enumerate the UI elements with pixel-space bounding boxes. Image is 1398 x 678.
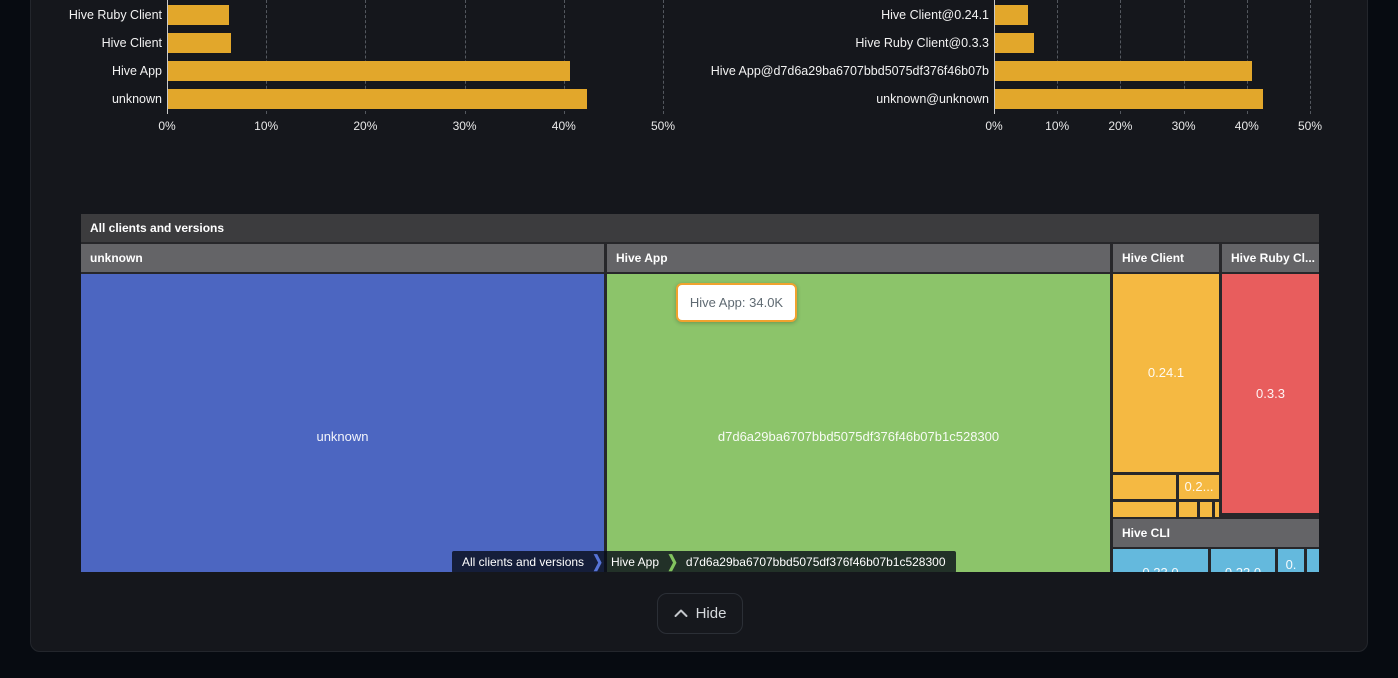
- treemap-block-label: unknown: [316, 430, 369, 443]
- treemap-block[interactable]: [1179, 502, 1197, 517]
- x-axis-tick-label: 40%: [551, 119, 576, 133]
- treemap-block[interactable]: d7d6a29ba6707bbd5075df376f46b07b1c528300: [607, 274, 1110, 572]
- x-gridline: [1120, 0, 1122, 114]
- category-label: Hive Client@0.24.1: [881, 8, 989, 22]
- treemap-section-header[interactable]: Hive App: [607, 244, 1110, 272]
- hide-button[interactable]: Hide: [657, 593, 743, 634]
- treemap-block[interactable]: 0.23.0: [1211, 549, 1275, 572]
- x-axis-tick-label: 10%: [1045, 119, 1070, 133]
- x-axis-tick-label: 50%: [1297, 119, 1323, 133]
- x-axis-tick-label: 30%: [1171, 119, 1196, 133]
- treemap-block[interactable]: [1113, 502, 1176, 517]
- treemap-block-label: 0.2...: [1184, 480, 1214, 493]
- breadcrumb-item[interactable]: All clients and versions: [462, 555, 585, 569]
- x-axis-tick-label: 0%: [158, 119, 176, 133]
- x-gridline: [365, 0, 367, 114]
- x-axis-tick-label: 20%: [353, 119, 378, 133]
- client-versions-share-bar-chart: 0% 10% 20% 30% 40% 50% Hive Client@0.24.1 Hive …: [700, 0, 1350, 140]
- x-axis-tick-label: 50%: [650, 119, 676, 133]
- bar[interactable]: [995, 89, 1263, 109]
- category-label: Hive App: [111, 64, 162, 78]
- breadcrumb-item[interactable]: Hive App: [610, 555, 659, 569]
- treemap-section-header[interactable]: Hive Ruby Cl...: [1222, 244, 1319, 272]
- clients-share-bar-chart: 0% 10% 20% 30% 40% 50% Hive Ruby Client Hive Cl…: [24, 0, 684, 140]
- bar[interactable]: [168, 5, 229, 25]
- x-gridline: [1310, 0, 1311, 114]
- y-axis-line: [167, 0, 168, 114]
- category-label: Hive Client: [101, 36, 162, 50]
- treemap-block-label: 0.: [1285, 558, 1297, 571]
- hide-button-label: Hide: [695, 605, 727, 622]
- treemap-block-label: 0.3.3: [1256, 387, 1285, 400]
- treemap-block[interactable]: [1200, 502, 1212, 517]
- bar[interactable]: [995, 33, 1034, 53]
- category-label: Hive Ruby Client: [68, 8, 162, 22]
- treemap-block[interactable]: 0.2...: [1179, 475, 1219, 499]
- bar[interactable]: [995, 5, 1029, 25]
- treemap-block[interactable]: 0.24.1: [1113, 274, 1219, 472]
- bar[interactable]: [995, 61, 1252, 81]
- bar[interactable]: [168, 61, 570, 81]
- treemap-block[interactable]: 0.: [1278, 549, 1304, 572]
- clients-versions-treemap: All clients and versions unknown Hive App…: [81, 214, 1319, 572]
- treemap-block[interactable]: unknown: [81, 274, 604, 572]
- breadcrumb-chevron-icon: ❯: [592, 552, 603, 571]
- x-axis-tick-label: 20%: [1108, 119, 1133, 133]
- treemap-root-header[interactable]: All clients and versions: [81, 214, 1319, 242]
- bar[interactable]: [168, 33, 232, 53]
- treemap-block-label: d7d6a29ba6707bbd5075df376f46b07b1c528300: [717, 430, 1000, 443]
- breadcrumb: All clients and versions ❯ Hive App ❯ d7d6a2…: [452, 551, 956, 572]
- breadcrumb-chevron-icon: ❯: [667, 552, 678, 571]
- x-axis-tick-label: 30%: [452, 119, 477, 133]
- treemap-block[interactable]: [1215, 502, 1219, 517]
- treemap-block-label: 0.23.0: [1211, 566, 1275, 572]
- treemap-section-header[interactable]: Hive CLI: [1113, 519, 1319, 547]
- chevron-up-icon: [674, 609, 688, 618]
- x-gridline: [1057, 0, 1059, 114]
- y-axis-line: [994, 0, 995, 114]
- treemap-section-header[interactable]: unknown: [81, 244, 604, 272]
- category-label: unknown: [111, 92, 162, 106]
- treemap-block[interactable]: [1307, 549, 1319, 572]
- breadcrumb-item[interactable]: d7d6a29ba6707bbd5075df376f46b07b1c528300: [685, 555, 946, 569]
- treemap-block[interactable]: 0.23.0: [1113, 549, 1208, 572]
- x-gridline: [563, 0, 565, 114]
- x-gridline: [464, 0, 466, 114]
- treemap-section-header[interactable]: Hive Client: [1113, 244, 1219, 272]
- treemap-block[interactable]: 0.3.3: [1222, 274, 1319, 513]
- treemap-block-label: 0.24.1: [1147, 366, 1185, 379]
- treemap-tooltip: Hive App: 34.0K: [676, 283, 797, 322]
- x-axis-tick-label: 0%: [985, 119, 1003, 133]
- x-gridline: [1246, 0, 1248, 114]
- x-gridline: [1183, 0, 1185, 114]
- x-axis-tick-label: 40%: [1234, 119, 1259, 133]
- x-gridline: [663, 0, 664, 114]
- x-axis-tick-label: 10%: [254, 119, 279, 133]
- x-gridline: [266, 0, 268, 114]
- category-label: Hive App@d7d6a29ba6707bbd5075df376f46b07…: [710, 64, 989, 78]
- treemap-block-label: 0.23.0: [1113, 566, 1208, 572]
- category-label: unknown@unknown: [876, 92, 989, 106]
- bar[interactable]: [168, 89, 587, 109]
- treemap-block[interactable]: [1113, 475, 1176, 499]
- category-label: Hive Ruby Client@0.3.3: [855, 36, 989, 50]
